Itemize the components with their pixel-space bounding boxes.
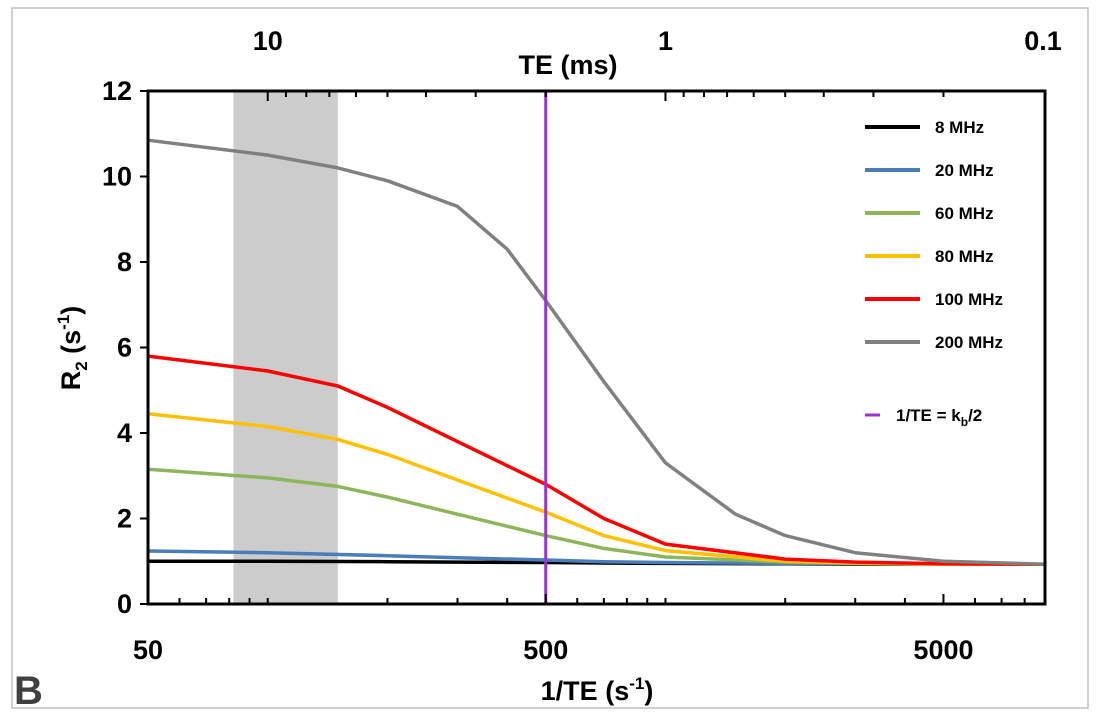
top-tick-label: 10 [253,26,283,56]
figure-frame [11,7,1089,709]
axis-ticks [140,90,1046,605]
legend-label: 200 MHz [935,333,1003,352]
legend-label: 80 MHz [935,247,994,266]
y-axis-title-unit: (s [56,330,86,362]
top-axis-title: TE (ms) [518,50,617,80]
y-tick-label: 10 [102,162,132,192]
x-tick-label: 500 [523,635,568,665]
y-tick-label: 6 [117,333,132,363]
y-tick-label: 0 [117,589,132,619]
top-tick-label: 0.1 [1024,26,1062,56]
legend-label: 60 MHz [935,204,994,223]
y-axis-title-unit-sup: -1 [54,315,73,330]
y-axis-title-main: R [56,371,86,391]
legend-label: 1/TE = kb/2 [896,406,982,429]
x-axis-title: 1/TE (s-1) [541,674,654,706]
tick-labels: 50 500 5000 10 1 0.1 0 2 4 6 8 10 12 [102,26,1062,665]
series-line-200-mhz [147,138,1046,566]
legend-label: 8 MHz [935,118,984,137]
y-tick-label: 4 [117,418,132,448]
x-axis-title-unit-sup: -1 [629,674,644,693]
x-axis-title-unit: (s [605,676,629,706]
y-axis-title-sub: 2 [72,361,91,370]
panel-label: B [14,669,43,713]
shaded-band [233,91,338,604]
y-axis-title-unit-close: ) [56,306,86,315]
x-axis-title-main: 1/TE [541,676,598,706]
top-tick-label: 1 [658,26,673,56]
legend-label: 20 MHz [935,161,994,180]
x-axis-title-unit-close: ) [644,676,653,706]
legend-label: 100 MHz [935,290,1003,309]
legend: 8 MHz 20 MHz 60 MHz 80 MHz 100 MHz 200 MHz 1/T… [865,118,1003,429]
series-line-100-mhz [147,354,1046,566]
y-tick-label: 8 [117,247,132,277]
y-tick-label: 2 [117,504,132,534]
x-tick-label: 5000 [913,635,973,665]
y-tick-label: 12 [102,76,132,106]
series-group [147,138,1046,566]
x-tick-label: 50 [133,635,163,665]
y-axis-title: R2 (s-1) [54,306,91,391]
